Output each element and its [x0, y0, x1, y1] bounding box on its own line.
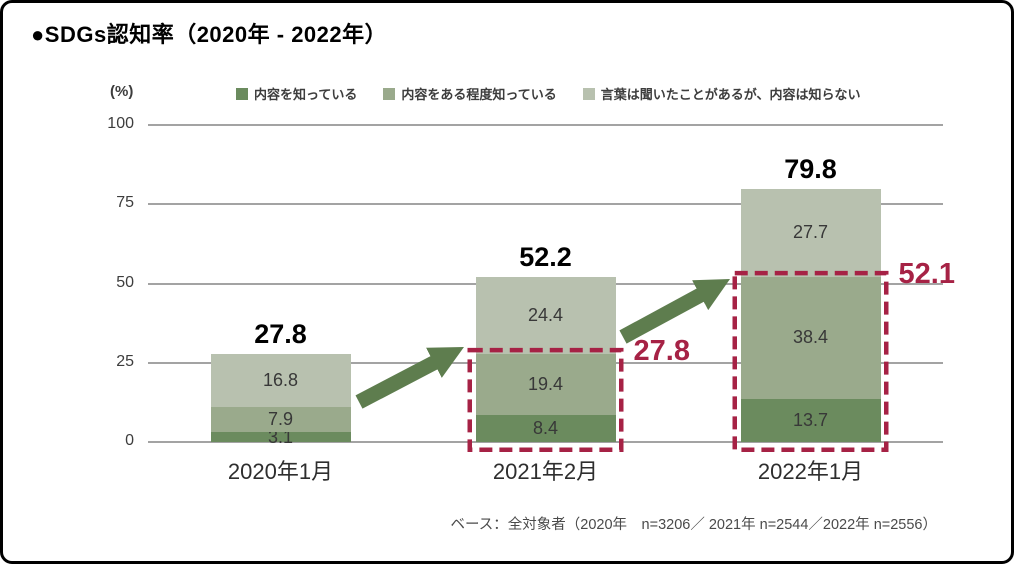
bar-total-label: 27.8 [254, 318, 307, 349]
highlight-value-label: 52.1 [898, 257, 955, 290]
segment-value-label: 16.8 [262, 369, 299, 390]
legend-item: 言葉は聞いたことがあるが、内容は知らない [582, 84, 861, 103]
legend-label: 内容をある程度知っている [401, 87, 557, 102]
segment-value-label: 24.4 [527, 304, 564, 325]
bar-total-label: 79.8 [784, 154, 837, 185]
legend-label: 言葉は聞いたことがあるが、内容は知らない [600, 87, 861, 102]
y-axis-tick-label: 75 [116, 194, 134, 212]
gridline [148, 124, 943, 126]
segment-value-label: 8.4 [532, 418, 559, 439]
segment-value-label: 13.7 [792, 409, 829, 430]
base-note: ベース：全対象者（2020年 n=3206／ 2021年 n=2544／2022… [450, 517, 938, 533]
x-axis-label: 2022年1月 [757, 459, 864, 484]
bar-segment: 3.1 [210, 427, 351, 447]
segment-value-label: 19.4 [527, 374, 564, 395]
legend-swatch-icon [582, 87, 595, 100]
legend-item: 内容を知っている [236, 84, 357, 103]
legend-swatch-icon [236, 87, 248, 100]
chart-title: ●SDGs認知率（2020年 - 2022年） [31, 22, 388, 47]
highlight-value-label: 27.8 [633, 334, 690, 367]
legend-item: 内容をある程度知っている [383, 84, 557, 103]
bar-segment: 16.8 [210, 353, 351, 408]
y-axis-tick-label: 100 [107, 115, 134, 132]
bar-total-label: 52.2 [519, 241, 572, 272]
increase-arrow-icon [619, 279, 731, 344]
y-axis-tick-label: 0 [125, 432, 134, 449]
segment-value-label: 7.9 [267, 409, 294, 430]
bar-segment: 24.4 [475, 276, 616, 354]
legend: 内容を知っている 内容をある程度知っている 言葉は聞いたことがあるが、内容は知らない [236, 84, 860, 103]
bar-segment: 27.7 [740, 189, 881, 277]
segment-value-label: 27.7 [792, 222, 829, 243]
bar-segment: 7.9 [210, 407, 351, 433]
segment-value-label: 38.4 [792, 327, 829, 348]
y-axis-unit-label: (%) [110, 83, 134, 100]
increase-arrow-icon [355, 347, 464, 409]
legend-label: 内容を知っている [254, 87, 358, 102]
y-axis-tick-label: 25 [116, 352, 134, 370]
x-axis-label: 2020年1月 [227, 459, 334, 484]
x-axis-label: 2021年2月 [492, 459, 599, 484]
bar-segment: 19.4 [475, 353, 616, 416]
bar-segment: 13.7 [740, 398, 881, 442]
y-axis-tick-label: 50 [116, 273, 134, 291]
bar-segment: 38.4 [740, 276, 881, 399]
bar-segment: 8.4 [475, 415, 616, 442]
gridline [148, 203, 943, 206]
legend-swatch-icon [383, 87, 396, 100]
